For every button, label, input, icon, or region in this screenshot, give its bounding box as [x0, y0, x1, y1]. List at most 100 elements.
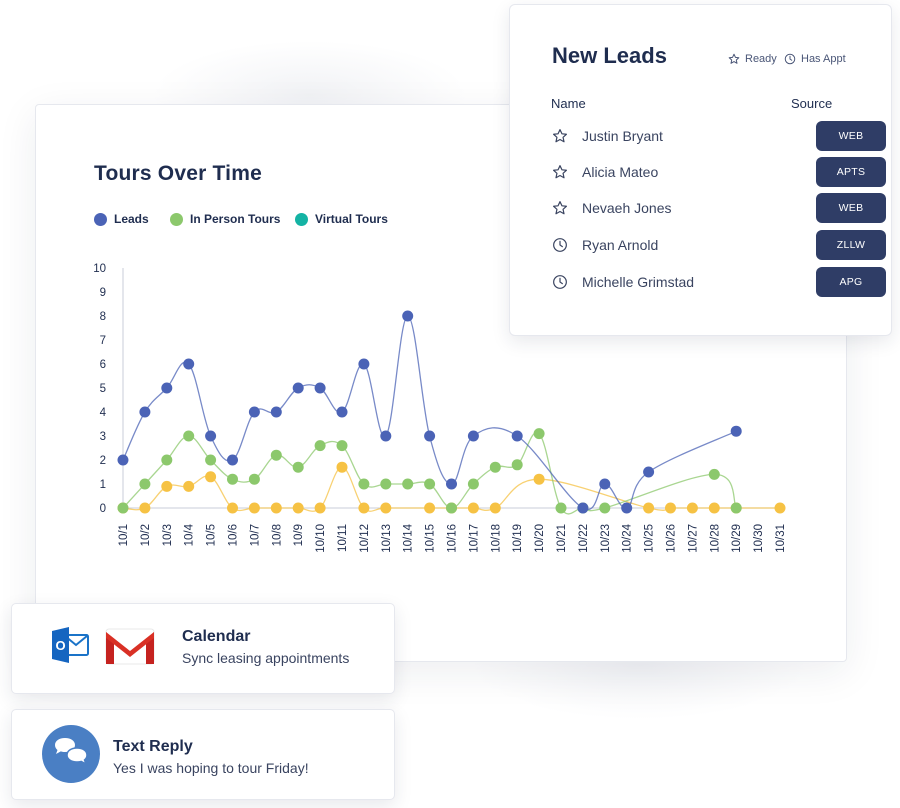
x-tick-label: 10/12 — [359, 524, 371, 553]
x-tick-label: 10/22 — [578, 524, 590, 553]
data-point — [577, 502, 589, 514]
x-tick-label: 10/25 — [644, 524, 656, 553]
x-tick-label: 10/7 — [249, 524, 261, 546]
y-tick-label: 0 — [100, 503, 106, 515]
data-point — [621, 502, 633, 514]
gmail-icon — [105, 628, 155, 665]
data-point — [380, 502, 392, 514]
data-point — [248, 406, 260, 418]
star-icon — [553, 129, 567, 143]
data-point — [708, 468, 720, 480]
x-tick-label: 10/15 — [425, 524, 437, 553]
data-point — [161, 454, 173, 466]
data-point — [730, 502, 742, 514]
y-tick-label: 8 — [100, 311, 106, 323]
data-point — [358, 358, 370, 370]
data-point — [270, 406, 282, 418]
data-point — [643, 466, 655, 478]
clock-icon — [784, 53, 796, 65]
data-point — [708, 502, 720, 514]
data-point — [489, 502, 501, 514]
source-badge[interactable]: APTS — [816, 157, 886, 187]
x-tick-label: 10/18 — [490, 524, 502, 553]
star-icon — [553, 165, 567, 179]
source-badge[interactable]: WEB — [816, 193, 886, 223]
x-tick-label: 10/2 — [140, 524, 152, 546]
text-reply-card[interactable]: Text Reply Yes I was hoping to tour Frid… — [11, 709, 395, 800]
data-point — [511, 430, 523, 442]
lead-row[interactable]: Justin Bryant WEB — [550, 121, 886, 151]
lead-row[interactable]: Alicia Mateo APTS — [550, 157, 886, 187]
lead-name: Alicia Mateo — [582, 164, 659, 180]
data-point — [467, 502, 479, 514]
data-point — [686, 502, 698, 514]
data-point — [227, 454, 238, 466]
x-tick-label: 10/1 — [118, 524, 130, 546]
x-tick-label: 10/14 — [403, 523, 415, 552]
calendar-card[interactable]: O Calendar Sync leasing appointments — [11, 603, 395, 694]
data-point — [183, 430, 195, 442]
x-tick-label: 10/5 — [206, 524, 218, 546]
lead-name: Ryan Arnold — [582, 237, 659, 253]
leads-title: New Leads — [552, 43, 667, 68]
legend-label: Leads — [114, 212, 149, 226]
y-tick-label: 4 — [100, 407, 107, 419]
legend-swatch — [170, 212, 183, 226]
data-point — [467, 478, 479, 490]
source-badge[interactable]: APG — [816, 267, 886, 297]
x-tick-label: 10/19 — [512, 524, 524, 553]
x-tick-label: 10/10 — [315, 524, 327, 553]
data-point — [314, 502, 326, 514]
x-tick-label: 10/3 — [162, 524, 174, 546]
data-point — [314, 440, 326, 452]
chart-title: Tours Over Time — [94, 162, 262, 185]
x-tick-label: 10/13 — [381, 524, 393, 553]
data-point — [248, 502, 260, 514]
new-leads-card: New Leads Ready Has Appt Name Source Jus… — [509, 4, 892, 336]
data-point — [248, 473, 260, 485]
data-point — [183, 480, 195, 492]
y-tick-label: 3 — [100, 431, 106, 443]
data-point — [205, 430, 217, 442]
lead-row[interactable]: Michelle Grimstad APG — [550, 267, 886, 297]
lead-name: Michelle Grimstad — [582, 274, 695, 290]
data-point — [402, 310, 414, 322]
source-badge[interactable]: ZLLW — [816, 230, 886, 260]
outlook-icon: O — [52, 627, 89, 663]
data-point — [336, 406, 348, 418]
data-point — [117, 454, 129, 466]
source-badge[interactable]: WEB — [816, 121, 886, 151]
legend-swatch — [295, 212, 308, 226]
star-icon — [728, 53, 740, 64]
data-point — [336, 440, 348, 452]
x-tick-label: 10/8 — [271, 524, 283, 546]
data-point — [533, 428, 545, 440]
data-point — [380, 430, 392, 442]
legend-item-leads: Leads — [94, 212, 149, 226]
data-point — [292, 382, 304, 394]
x-tick-label: 10/20 — [534, 524, 546, 553]
legend-item-in-person: In Person Tours — [170, 212, 280, 226]
data-point — [161, 480, 173, 492]
status-appt-label: Has Appt — [801, 53, 846, 65]
calendar-title: Calendar — [182, 628, 251, 645]
data-point — [402, 478, 414, 490]
y-tick-label: 5 — [100, 383, 106, 395]
status-ready-label: Ready — [745, 53, 777, 65]
data-point — [599, 478, 611, 490]
data-point — [270, 502, 282, 514]
data-point — [358, 502, 370, 514]
lead-row[interactable]: Ryan Arnold ZLLW — [550, 230, 886, 260]
data-point — [424, 478, 436, 490]
x-tick-label: 10/16 — [447, 524, 459, 553]
data-point — [183, 358, 195, 370]
x-tick-label: 10/17 — [468, 524, 480, 553]
status-ready: Ready — [728, 53, 777, 65]
legend-swatch — [94, 212, 107, 226]
x-tick-label: 10/30 — [753, 524, 765, 553]
lead-row[interactable]: Nevaeh Jones WEB — [550, 193, 886, 223]
data-point — [511, 459, 523, 471]
x-tick-label: 10/23 — [600, 524, 612, 553]
y-tick-label: 2 — [100, 455, 106, 467]
